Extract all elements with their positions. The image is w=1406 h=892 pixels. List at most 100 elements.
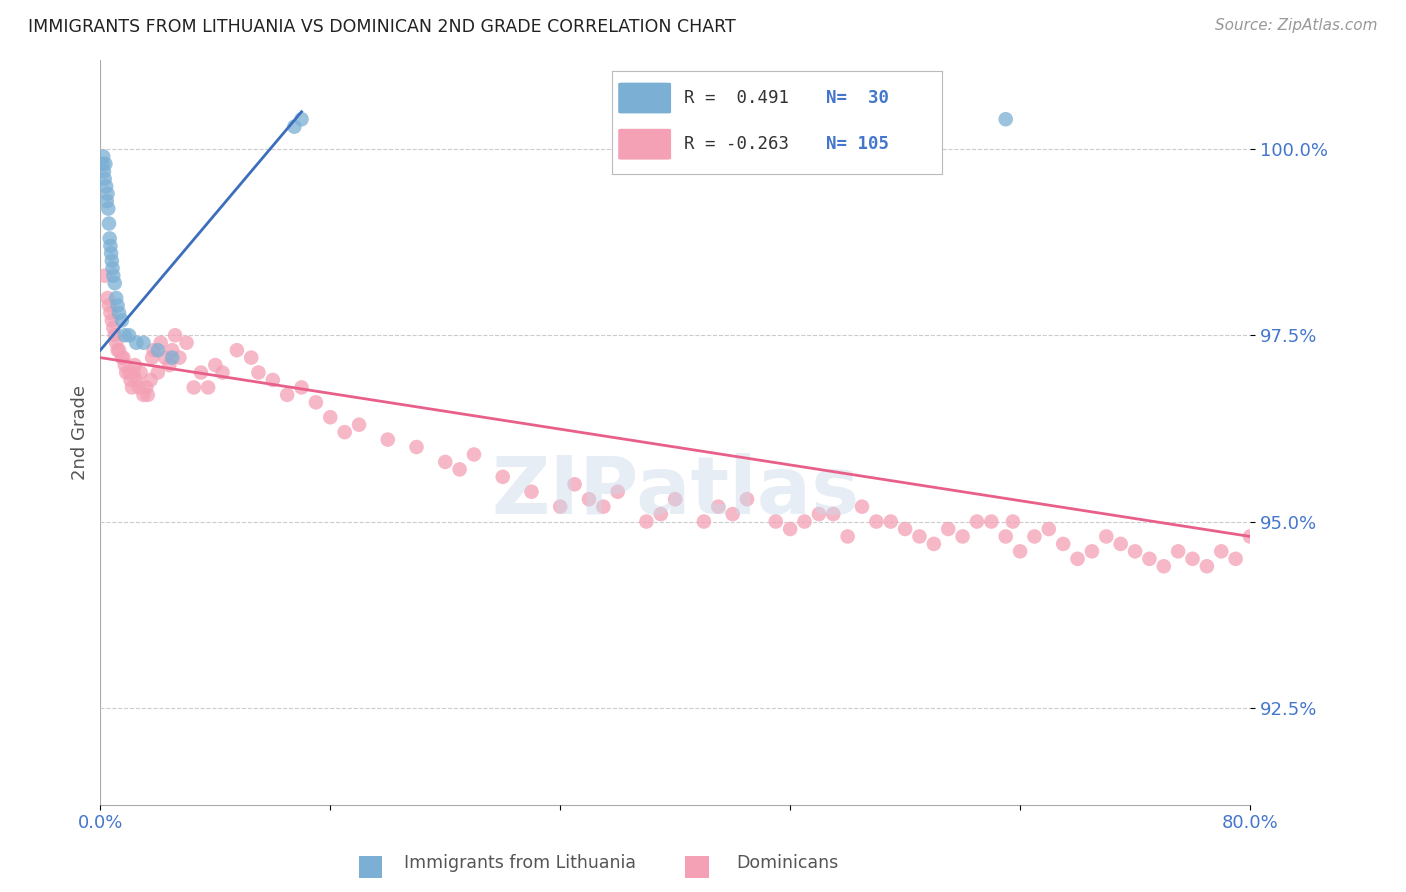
Point (1001, 515, 1024, 529)
Point (765, 515, 787, 529)
Point (779, 522, 801, 536)
Point (105, 291, 128, 305)
Point (1225, 551, 1247, 566)
Point (101, 253, 124, 268)
Point (125, 373, 148, 387)
Point (1123, 544, 1146, 558)
Text: R = -0.263: R = -0.263 (685, 136, 789, 153)
Point (115, 366, 138, 380)
Point (936, 522, 959, 536)
Point (1024, 529, 1046, 543)
Point (290, 380, 312, 394)
Point (122, 366, 145, 380)
Point (121, 380, 143, 394)
Point (247, 366, 270, 380)
Point (157, 358, 180, 372)
Point (721, 507, 744, 521)
Point (693, 515, 716, 529)
Point (160, 351, 183, 365)
Point (952, 529, 974, 543)
Point (592, 500, 614, 514)
Point (1153, 559, 1175, 574)
Point (129, 366, 152, 380)
FancyBboxPatch shape (619, 83, 671, 113)
Point (103, 321, 125, 335)
Point (96, 194, 118, 209)
Point (880, 515, 903, 529)
Point (262, 373, 284, 387)
Point (707, 500, 730, 514)
Text: IMMIGRANTS FROM LITHUANIA VS DOMINICAN 2ND GRADE CORRELATION CHART: IMMIGRANTS FROM LITHUANIA VS DOMINICAN 2… (28, 18, 735, 36)
Point (1081, 544, 1104, 558)
Point (136, 388, 159, 402)
Point (894, 522, 917, 536)
Point (93, 164, 115, 178)
Point (807, 507, 830, 521)
Point (146, 343, 169, 358)
Text: Dominicans: Dominicans (737, 855, 838, 872)
Point (111, 313, 134, 327)
Point (793, 515, 815, 529)
Y-axis label: 2nd Grade: 2nd Grade (72, 384, 89, 480)
Point (1109, 537, 1132, 551)
Point (101, 261, 124, 276)
Point (100, 239, 122, 253)
Text: N=  30: N= 30 (827, 89, 890, 107)
Point (100, 306, 122, 320)
Point (98, 217, 121, 231)
Point (97, 202, 120, 216)
Point (96, 291, 118, 305)
Point (120, 373, 142, 387)
Point (111, 351, 134, 365)
Point (823, 507, 845, 521)
Point (108, 306, 131, 320)
Point (434, 455, 457, 469)
Point (994, 112, 1017, 127)
Point (124, 358, 146, 372)
Point (578, 492, 600, 507)
Point (908, 529, 931, 543)
Point (1066, 551, 1088, 566)
Point (101, 313, 124, 327)
Point (980, 515, 1002, 529)
Point (160, 343, 183, 358)
Point (132, 388, 155, 402)
Point (112, 351, 135, 365)
Point (141, 351, 163, 365)
Point (91, 149, 114, 163)
Point (135, 380, 157, 394)
Text: N= 105: N= 105 (827, 136, 890, 153)
Point (650, 507, 672, 521)
Point (142, 343, 165, 358)
Point (290, 112, 312, 127)
Point (93, 268, 115, 283)
Point (548, 500, 571, 514)
Point (377, 433, 399, 447)
Point (153, 351, 176, 365)
Point (100, 246, 122, 260)
Point (211, 366, 233, 380)
Point (104, 328, 127, 343)
Text: Immigrants from Lithuania: Immigrants from Lithuania (404, 855, 637, 872)
Text: R =  0.491: R = 0.491 (685, 89, 789, 107)
Point (994, 529, 1017, 543)
Point (449, 462, 471, 476)
Point (305, 395, 328, 409)
Point (118, 366, 141, 380)
Point (190, 366, 212, 380)
FancyBboxPatch shape (619, 128, 671, 160)
Point (118, 328, 141, 343)
Point (183, 380, 205, 394)
Point (114, 328, 136, 343)
Point (114, 358, 136, 372)
Point (103, 268, 125, 283)
Point (564, 477, 586, 491)
Point (128, 380, 150, 394)
Point (225, 343, 247, 358)
Point (108, 343, 131, 358)
Point (851, 500, 873, 514)
Point (93, 171, 115, 186)
Point (169, 351, 191, 365)
Point (405, 440, 427, 454)
Point (1038, 522, 1060, 536)
